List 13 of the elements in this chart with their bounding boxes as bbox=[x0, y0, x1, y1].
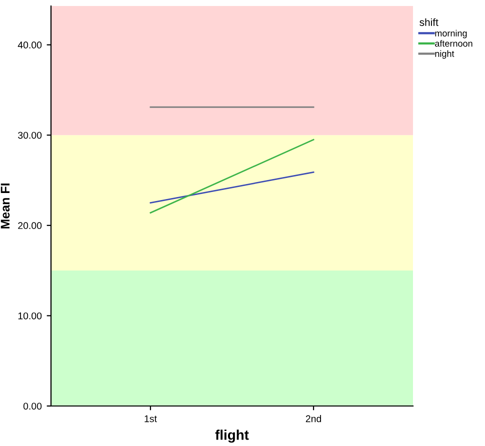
y-axis-title: Mean FI bbox=[0, 184, 10, 228]
y-tick-label: 20.00 bbox=[18, 222, 42, 230]
x-tick-label: 2nd bbox=[306, 415, 322, 422]
x-tick-label: 1st bbox=[144, 415, 157, 422]
legend-label: night bbox=[435, 50, 454, 59]
y-tick-label: 40.00 bbox=[18, 42, 42, 48]
legend-label: morning bbox=[435, 30, 467, 38]
x-axis-title: flight bbox=[215, 430, 249, 443]
y-tick-label: 0.00 bbox=[23, 402, 42, 410]
y-tick-label: 30.00 bbox=[18, 132, 42, 139]
legend-title: shift bbox=[420, 18, 438, 26]
legend-label: afternoon bbox=[435, 40, 472, 47]
y-tick-label: 10.00 bbox=[18, 312, 42, 320]
